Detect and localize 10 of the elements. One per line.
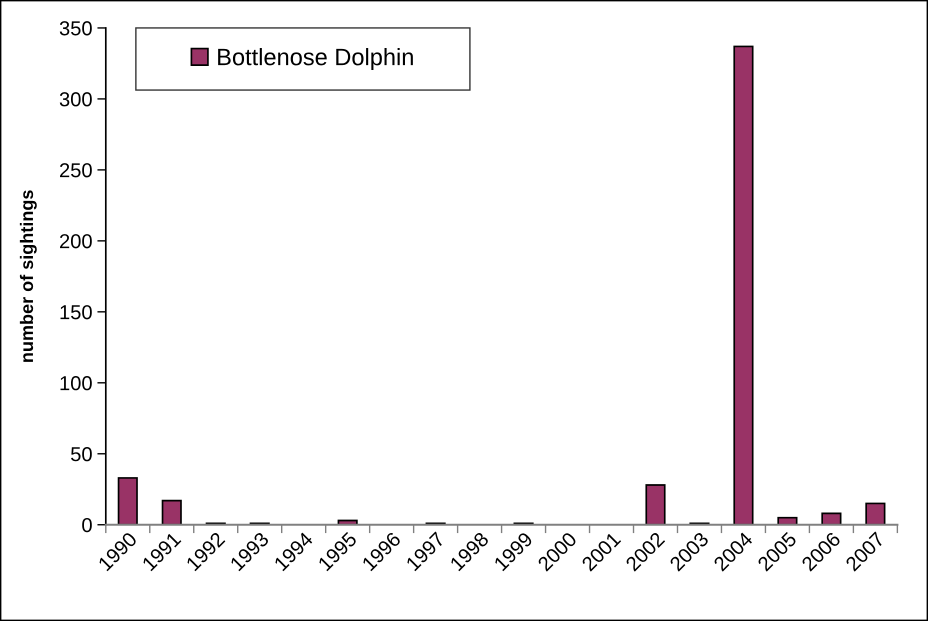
y-tick-label: 200 [60, 234, 92, 248]
y-tick-label: 150 [60, 305, 92, 320]
y-tick-label: 100 [60, 376, 92, 390]
legend-label: Bottlenose Dolphin [218, 48, 413, 70]
y-tick-label: 300 [60, 92, 92, 106]
y-tick-label: 250 [60, 163, 92, 178]
y-tick-label: 50 [71, 447, 92, 462]
y-tick-label: 0 [82, 518, 92, 532]
y-tick-label: 350 [60, 21, 92, 36]
y-axis-title: number of sightings [20, 190, 37, 362]
